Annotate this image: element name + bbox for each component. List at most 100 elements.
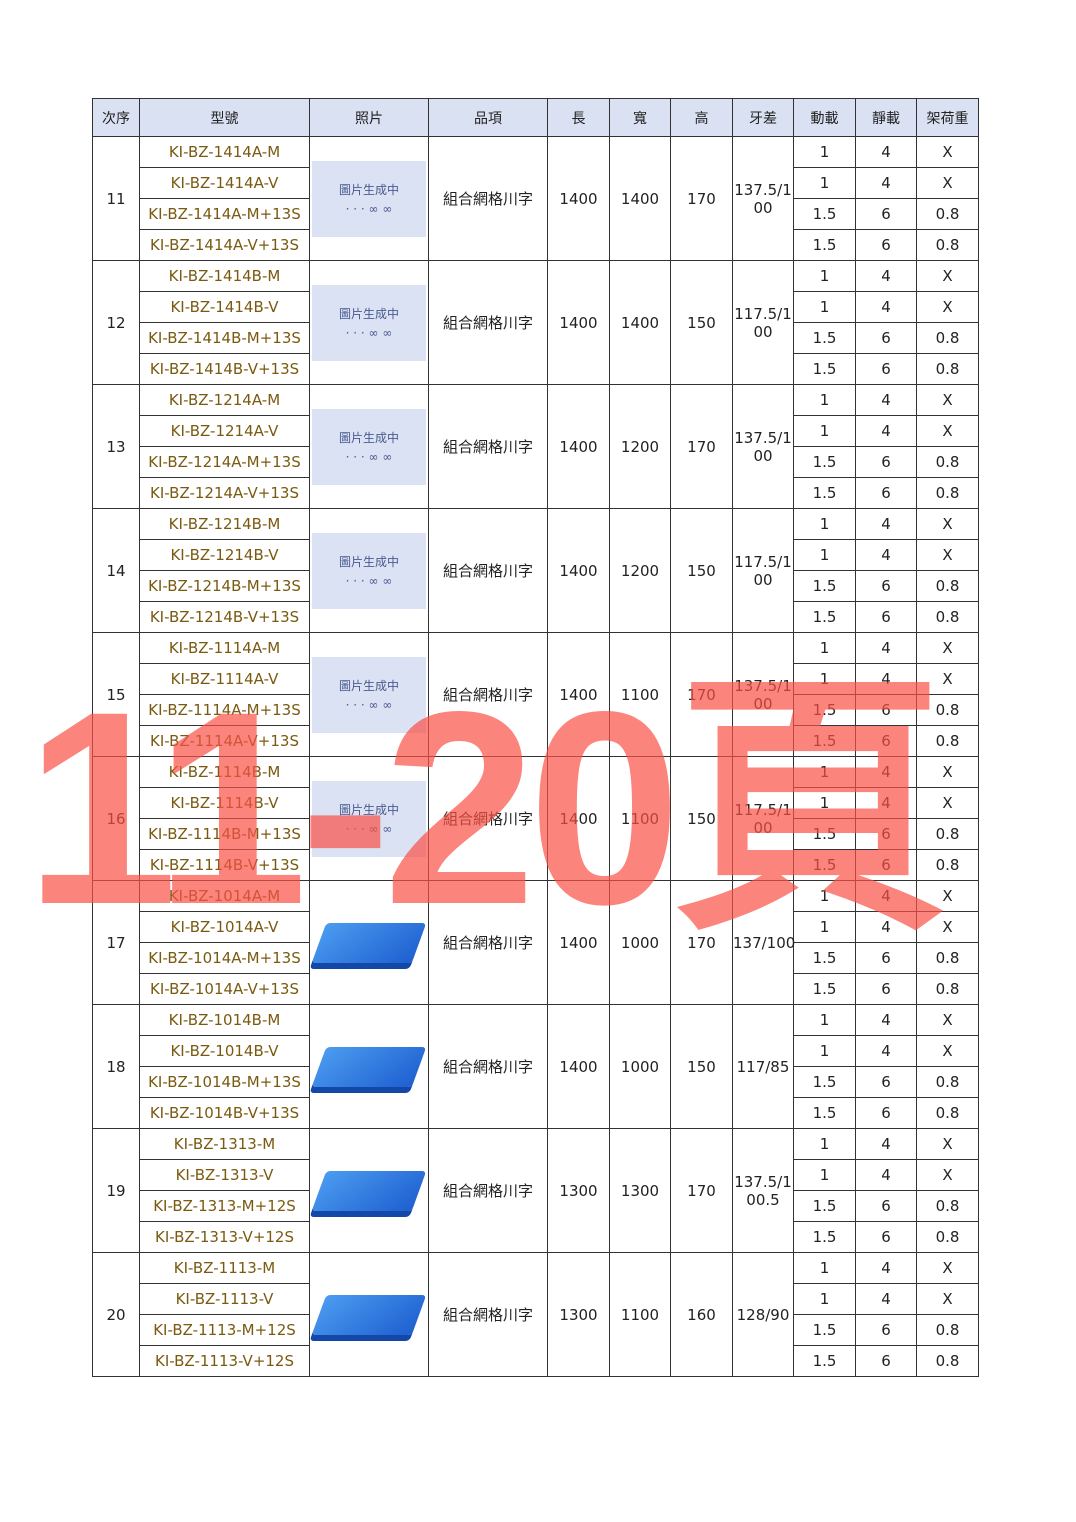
- header-cell: 型號: [139, 98, 310, 137]
- rack-load-cell: X: [916, 1035, 979, 1067]
- dynamic-load-cell: 1.5: [793, 322, 856, 354]
- table-row: 11 KI-BZ-1414A-M 圖片生成中 · · · ∞ ∞ 組合網格川字 1400 1…: [92, 136, 979, 261]
- static-load-cell: 4: [855, 1159, 917, 1191]
- header-cell: 寬: [609, 98, 671, 137]
- width-cell: 1300: [609, 1128, 671, 1253]
- table-row: 17 KI-BZ-1014A-M 組合網格川字 1400 1000 170 137/100 1…: [92, 880, 979, 1005]
- rack-load-cell: 0.8: [916, 446, 979, 478]
- pallet-image: [311, 1294, 427, 1335]
- static-load-cell: 6: [855, 1314, 917, 1346]
- static-load-cell: 4: [855, 632, 917, 664]
- table-row: 12 KI-BZ-1414B-M 圖片生成中 · · · ∞ ∞ 組合網格川字 1400 1…: [92, 260, 979, 385]
- model-cell: KI-BZ-1313-V+12S: [139, 1221, 310, 1253]
- model-cell: KI-BZ-1114B-M: [139, 756, 310, 788]
- model-cell: KI-BZ-1414A-M+13S: [139, 198, 310, 230]
- sequence-cell: 19: [92, 1128, 140, 1253]
- rack-load-cell: X: [916, 632, 979, 664]
- rack-load-cell: 0.8: [916, 942, 979, 974]
- placeholder-text: 圖片生成中: [338, 307, 399, 321]
- rack-load-cell: 0.8: [916, 694, 979, 726]
- rack-load-cell: 0.8: [916, 1221, 979, 1253]
- tooth-gap-cell: 117.5/100: [732, 260, 794, 385]
- dynamic-load-cell: 1.5: [793, 942, 856, 974]
- model-cell: KI-BZ-1214A-M: [139, 384, 310, 416]
- model-cell: KI-BZ-1313-M: [139, 1128, 310, 1160]
- dynamic-load-cell: 1.5: [793, 1097, 856, 1129]
- pallet-image: [311, 1170, 427, 1211]
- placeholder-text: 圖片生成中: [338, 803, 399, 817]
- length-cell: 1400: [547, 1004, 610, 1129]
- rack-load-cell: X: [916, 167, 979, 199]
- model-cell: KI-BZ-1014A-V: [139, 911, 310, 943]
- model-cell: KI-BZ-1214A-V+13S: [139, 477, 310, 509]
- rack-load-cell: 0.8: [916, 322, 979, 354]
- model-cell: KI-BZ-1214B-M+13S: [139, 570, 310, 602]
- height-cell: 170: [670, 880, 733, 1005]
- static-load-cell: 6: [855, 1345, 917, 1377]
- static-load-cell: 4: [855, 539, 917, 571]
- static-load-cell: 6: [855, 570, 917, 602]
- width-cell: 1100: [609, 1252, 671, 1377]
- dynamic-load-cell: 1: [793, 291, 856, 323]
- sequence-cell: 14: [92, 508, 140, 633]
- width-cell: 1400: [609, 260, 671, 385]
- table-row: 19 KI-BZ-1313-M 組合網格川字 1300 1300 170 137.5/100…: [92, 1128, 979, 1253]
- dynamic-load-cell: 1: [793, 1159, 856, 1191]
- table-row: 18 KI-BZ-1014B-M 組合網格川字 1400 1000 150 117/85 1 4…: [92, 1004, 979, 1129]
- rack-load-cell: 0.8: [916, 849, 979, 881]
- model-cell: KI-BZ-1414B-M+13S: [139, 322, 310, 354]
- rack-load-cell: X: [916, 260, 979, 292]
- static-load-cell: 6: [855, 229, 917, 261]
- width-cell: 1200: [609, 508, 671, 633]
- width-cell: 1000: [609, 1004, 671, 1129]
- model-cell: KI-BZ-1114B-V: [139, 787, 310, 819]
- dynamic-load-cell: 1.5: [793, 446, 856, 478]
- loading-icon: · · · ∞ ∞: [345, 450, 393, 464]
- photo-cell: 圖片生成中 · · · ∞ ∞: [309, 508, 429, 633]
- rack-load-cell: 0.8: [916, 725, 979, 757]
- static-load-cell: 4: [855, 384, 917, 416]
- dynamic-load-cell: 1: [793, 508, 856, 540]
- item-cell: 組合網格川字: [428, 508, 548, 633]
- photo-cell: [309, 1004, 429, 1129]
- model-cell: KI-BZ-1214B-M: [139, 508, 310, 540]
- rack-load-cell: X: [916, 539, 979, 571]
- table-row: KI-BZ-1114B-V 1 4 X: [93, 787, 979, 819]
- photo-cell: 圖片生成中 · · · ∞ ∞: [309, 756, 429, 881]
- dynamic-load-cell: 1: [793, 384, 856, 416]
- static-load-cell: 4: [855, 136, 917, 168]
- rack-load-cell: X: [916, 384, 979, 416]
- sequence-cell: 17: [92, 880, 140, 1005]
- photo-cell: 圖片生成中 · · · ∞ ∞: [309, 260, 429, 385]
- rack-load-cell: 0.8: [916, 818, 979, 850]
- table-row: KI-BZ-1313-V 1 4 X: [93, 1159, 979, 1191]
- dynamic-load-cell: 1.5: [793, 1190, 856, 1222]
- header-row: 次序 型號 照片 品項長寬高牙差 動載 靜載 架荷重: [92, 98, 979, 137]
- model-cell: KI-BZ-1014A-M: [139, 880, 310, 912]
- static-load-cell: 6: [855, 198, 917, 230]
- dynamic-load-cell: 1: [793, 1252, 856, 1284]
- tooth-gap-cell: 117.5/100: [732, 756, 794, 881]
- height-cell: 150: [670, 508, 733, 633]
- height-cell: 160: [670, 1252, 733, 1377]
- height-cell: 170: [670, 1128, 733, 1253]
- dynamic-load-cell: 1.5: [793, 477, 856, 509]
- model-cell: KI-BZ-1414A-V+13S: [139, 229, 310, 261]
- header-cell: 次序: [92, 98, 140, 137]
- rack-load-cell: 0.8: [916, 601, 979, 633]
- static-load-cell: 4: [855, 508, 917, 540]
- table-row: KI-BZ-1313-M+12S 1.5 6 0.8: [93, 1190, 979, 1222]
- dynamic-load-cell: 1: [793, 136, 856, 168]
- model-cell: KI-BZ-1214B-V+13S: [139, 601, 310, 633]
- pallet-image: [311, 1046, 427, 1087]
- static-load-cell: 6: [855, 322, 917, 354]
- image-placeholder: 圖片生成中 · · · ∞ ∞: [312, 656, 426, 733]
- model-cell: KI-BZ-1414B-M: [139, 260, 310, 292]
- image-placeholder: 圖片生成中 · · · ∞ ∞: [312, 408, 426, 485]
- rack-load-cell: 0.8: [916, 1097, 979, 1129]
- rack-load-cell: X: [916, 756, 979, 788]
- model-cell: KI-BZ-1414B-V: [139, 291, 310, 323]
- length-cell: 1400: [547, 260, 610, 385]
- model-cell: KI-BZ-1014B-M+13S: [139, 1066, 310, 1098]
- static-load-cell: 6: [855, 477, 917, 509]
